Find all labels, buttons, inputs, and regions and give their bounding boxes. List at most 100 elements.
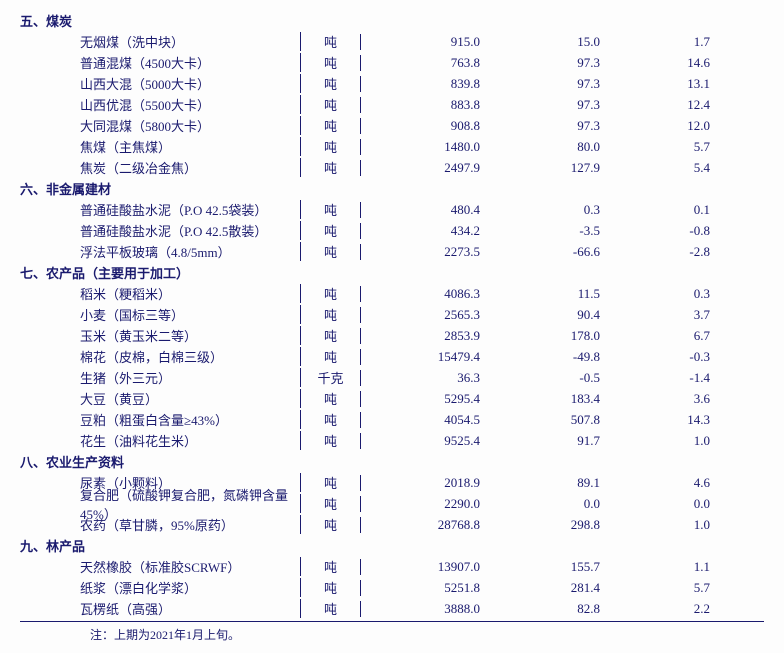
table-row: 复合肥（硫酸钾复合肥，氮磷钾含量45%）吨2290.00.00.0	[20, 493, 764, 514]
cell-price: 839.8	[360, 76, 500, 92]
table-row: 棉花（皮棉，白棉三级）吨15479.4-49.8-0.3	[20, 346, 764, 367]
cell-price: 5295.4	[360, 391, 500, 407]
cell-price: 480.4	[360, 202, 500, 218]
item-name: 生猪（外三元）	[20, 368, 300, 387]
item-name: 普通硅酸盐水泥（P.O 42.5散装）	[20, 221, 300, 240]
cell-chg: 183.4	[500, 391, 620, 407]
cell-price: 4086.3	[360, 286, 500, 302]
cell-pct: 1.0	[620, 433, 720, 449]
table-row: 普通硅酸盐水泥（P.O 42.5散装）吨434.2-3.5-0.8	[20, 220, 764, 241]
cell-chg: 11.5	[500, 286, 620, 302]
item-name: 棉花（皮棉，白棉三级）	[20, 347, 300, 366]
cell-unit: 吨	[300, 494, 360, 513]
table-row: 普通硅酸盐水泥（P.O 42.5袋装）吨480.40.30.1	[20, 199, 764, 220]
cell-chg: 82.8	[500, 601, 620, 617]
cell-unit: 吨	[300, 53, 360, 72]
table-row: 天然橡胶（标准胶SCRWF）吨13907.0155.71.1	[20, 556, 764, 577]
cell-price: 1480.0	[360, 139, 500, 155]
cell-chg: 97.3	[500, 97, 620, 113]
item-name: 山西大混（5000大卡）	[20, 74, 300, 93]
cell-chg: -49.8	[500, 349, 620, 365]
cell-unit: 吨	[300, 347, 360, 366]
cell-unit: 吨	[300, 557, 360, 576]
item-name: 豆粕（粗蛋白含量≥43%）	[20, 410, 300, 429]
price-table: 五、煤炭无烟煤（洗中块）吨915.015.01.7普通混煤（4500大卡）吨76…	[20, 10, 764, 619]
cell-unit: 吨	[300, 389, 360, 408]
cell-price: 2273.5	[360, 244, 500, 260]
cell-chg: -66.6	[500, 244, 620, 260]
section-title: 五、煤炭	[20, 11, 300, 30]
cell-price: 15479.4	[360, 349, 500, 365]
cell-price: 13907.0	[360, 559, 500, 575]
cell-unit: 吨	[300, 326, 360, 345]
cell-unit: 吨	[300, 221, 360, 240]
cell-price: 434.2	[360, 223, 500, 239]
cell-chg: 97.3	[500, 55, 620, 71]
cell-pct: -0.8	[620, 223, 720, 239]
cell-pct: 5.4	[620, 160, 720, 176]
section-title: 六、非金属建材	[20, 179, 300, 198]
item-name: 大豆（黄豆）	[20, 389, 300, 408]
cell-price: 2018.9	[360, 475, 500, 491]
item-name: 无烟煤（洗中块）	[20, 32, 300, 51]
cell-price: 2290.0	[360, 496, 500, 512]
item-name: 普通硅酸盐水泥（P.O 42.5袋装）	[20, 200, 300, 219]
cell-unit: 吨	[300, 578, 360, 597]
cell-chg: 91.7	[500, 433, 620, 449]
cell-pct: 1.7	[620, 34, 720, 50]
item-name: 大同混煤（5800大卡）	[20, 116, 300, 135]
cell-chg: -0.5	[500, 370, 620, 386]
item-name: 玉米（黄玉米二等）	[20, 326, 300, 345]
table-row: 无烟煤（洗中块）吨915.015.01.7	[20, 31, 764, 52]
cell-pct: 1.0	[620, 517, 720, 533]
table-row: 山西大混（5000大卡）吨839.897.313.1	[20, 73, 764, 94]
cell-pct: 0.3	[620, 286, 720, 302]
cell-unit: 吨	[300, 431, 360, 450]
section-title: 九、林产品	[20, 536, 300, 555]
item-name: 山西优混（5500大卡）	[20, 95, 300, 114]
item-name: 稻米（粳稻米）	[20, 284, 300, 303]
cell-pct: 3.6	[620, 391, 720, 407]
cell-pct: 3.7	[620, 307, 720, 323]
cell-chg: 127.9	[500, 160, 620, 176]
section-title: 八、农业生产资料	[20, 452, 300, 471]
cell-pct: 5.7	[620, 139, 720, 155]
cell-price: 3888.0	[360, 601, 500, 617]
cell-unit: 吨	[300, 116, 360, 135]
item-name: 焦炭（二级冶金焦）	[20, 158, 300, 177]
cell-price: 9525.4	[360, 433, 500, 449]
table-row: 生猪（外三元）千克36.3-0.5-1.4	[20, 367, 764, 388]
cell-price: 2497.9	[360, 160, 500, 176]
cell-unit: 吨	[300, 137, 360, 156]
cell-pct: -2.8	[620, 244, 720, 260]
cell-unit: 吨	[300, 410, 360, 429]
cell-unit: 吨	[300, 200, 360, 219]
cell-chg: 89.1	[500, 475, 620, 491]
cell-price: 883.8	[360, 97, 500, 113]
cell-price: 763.8	[360, 55, 500, 71]
cell-chg: -3.5	[500, 223, 620, 239]
table-row: 山西优混（5500大卡）吨883.897.312.4	[20, 94, 764, 115]
section-title: 七、农产品（主要用于加工）	[20, 263, 300, 282]
cell-price: 2565.3	[360, 307, 500, 323]
table-row: 焦煤（主焦煤）吨1480.080.05.7	[20, 136, 764, 157]
cell-pct: 4.6	[620, 475, 720, 491]
cell-chg: 178.0	[500, 328, 620, 344]
cell-pct: 0.1	[620, 202, 720, 218]
cell-price: 36.3	[360, 370, 500, 386]
item-name: 纸浆（漂白化学浆）	[20, 578, 300, 597]
cell-price: 5251.8	[360, 580, 500, 596]
cell-chg: 80.0	[500, 139, 620, 155]
table-row: 豆粕（粗蛋白含量≥43%）吨4054.5507.814.3	[20, 409, 764, 430]
cell-pct: 6.7	[620, 328, 720, 344]
table-row: 普通混煤（4500大卡）吨763.897.314.6	[20, 52, 764, 73]
cell-unit: 吨	[300, 158, 360, 177]
table-row: 大同混煤（5800大卡）吨908.897.312.0	[20, 115, 764, 136]
item-name: 瓦楞纸（高强）	[20, 599, 300, 618]
cell-unit: 吨	[300, 32, 360, 51]
table-row: 纸浆（漂白化学浆）吨5251.8281.45.7	[20, 577, 764, 598]
table-row: 花生（油料花生米）吨9525.491.71.0	[20, 430, 764, 451]
cell-chg: 281.4	[500, 580, 620, 596]
cell-pct: 14.3	[620, 412, 720, 428]
cell-unit: 吨	[300, 599, 360, 618]
